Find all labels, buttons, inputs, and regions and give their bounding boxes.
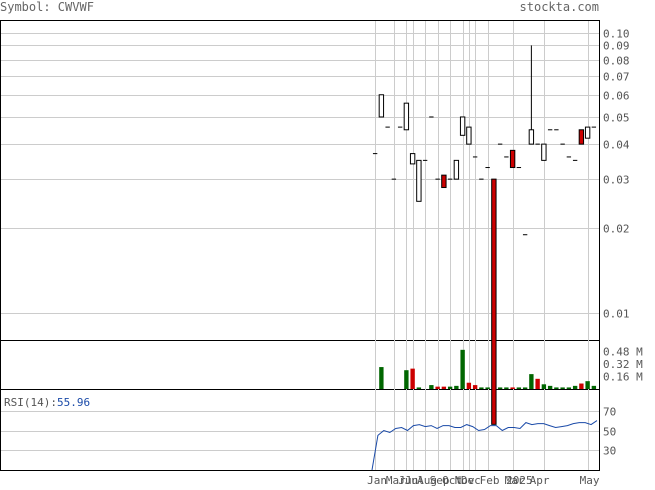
x-tick-label: Apr <box>530 474 550 486</box>
axis-tick-labels: 0.01 0.02 0.03 0.04 0.05 0.06 0.07 0.08 0.090.10… <box>367 28 643 488</box>
price-candles <box>372 45 597 425</box>
rsi-series <box>371 420 598 471</box>
volume-bar <box>479 387 484 389</box>
volume-bar <box>579 383 584 389</box>
volume-tick-label: 0.48 M <box>603 345 643 358</box>
candle-body <box>441 174 447 189</box>
rsi-tick-label: 30 <box>603 445 616 458</box>
volume-bar <box>554 387 559 389</box>
volume-bar <box>472 385 478 389</box>
volume-bar <box>410 368 415 389</box>
volume-bar <box>454 385 459 389</box>
volume-bar <box>591 385 597 389</box>
rsi-label: RSI(14):55.96 <box>4 396 90 409</box>
rsi-title: RSI(14): <box>4 396 57 409</box>
price-tick-label: 0.09 <box>603 40 630 53</box>
candle-body <box>541 143 547 161</box>
grid-lines <box>1 21 599 470</box>
rsi-current-value: 55.96 <box>57 396 90 409</box>
price-tick-label: 0.05 <box>603 112 630 125</box>
volume-bar <box>466 382 472 389</box>
x-tick-label: Mar <box>505 474 525 486</box>
price-tick-label: 0.10 <box>603 28 630 41</box>
rsi-panel <box>0 389 600 471</box>
candle-body <box>509 149 516 169</box>
x-tick-label: Feb 2025 <box>480 474 533 486</box>
candle-body <box>416 159 422 202</box>
x-tick-label: Jun <box>398 474 418 486</box>
x-tick-label: Mar <box>386 474 406 486</box>
volume-bar <box>566 387 572 389</box>
volume-bar <box>429 385 434 389</box>
volume-bar <box>416 387 422 389</box>
volume-bar <box>572 385 578 389</box>
volume-bar <box>522 387 528 389</box>
price-tick-label: 0.07 <box>603 71 630 84</box>
candle-body <box>378 94 385 118</box>
volume-bar <box>460 349 465 389</box>
volume-bar <box>504 387 509 389</box>
volume-bar <box>485 387 490 389</box>
price-panel <box>0 20 600 341</box>
x-tick-label: Dec <box>461 474 481 486</box>
volume-bar <box>585 381 590 389</box>
candle-body <box>578 129 585 145</box>
volume-bar <box>441 386 447 389</box>
rsi-tick-label: 50 <box>603 426 616 439</box>
rsi-tick-label: 70 <box>603 406 616 419</box>
candle-body <box>459 116 466 136</box>
volume-bar <box>547 385 553 389</box>
site-label: stockta.com <box>520 0 599 14</box>
candle-body <box>528 129 535 145</box>
volume-bar <box>541 384 547 389</box>
volume-bar <box>379 367 384 389</box>
price-tick-label: 0.04 <box>603 139 630 152</box>
volume-bar <box>404 370 409 389</box>
volume-bar <box>529 374 534 389</box>
x-tick-label: Oct <box>442 474 462 486</box>
volume-tick-label: 0.32 M <box>603 358 643 371</box>
volume-tick-label: 0.16 M <box>603 370 643 383</box>
candle-body <box>584 126 591 139</box>
price-tick-label: 0.06 <box>603 90 630 103</box>
price-tick-label: 0.01 <box>603 308 630 321</box>
candle-body <box>453 159 460 180</box>
volume-bar <box>497 387 503 389</box>
x-tick-label: Aug <box>417 474 437 486</box>
price-tick-label: 0.08 <box>603 55 630 68</box>
candle-body <box>491 178 497 425</box>
x-tick-label: Jul <box>405 474 425 486</box>
x-tick-label: May <box>580 474 600 486</box>
symbol-label: Symbol: CWVWF <box>0 0 94 14</box>
volume-bar <box>516 387 522 389</box>
x-tick-label: Sep <box>430 474 450 486</box>
volume-bar <box>435 386 440 389</box>
candle-body <box>466 126 472 145</box>
volume-bar <box>560 387 565 389</box>
volume-panel <box>0 340 600 390</box>
volume-bar <box>535 378 540 389</box>
volume-bar <box>447 386 453 389</box>
candle-body <box>409 153 416 165</box>
x-tick-label: Jan <box>367 474 387 486</box>
candle-body <box>403 102 410 131</box>
price-tick-label: 0.02 <box>603 223 630 236</box>
price-tick-label: 0.03 <box>603 174 630 187</box>
volume-bar <box>510 387 515 389</box>
volume-bars <box>379 349 597 389</box>
x-tick-label: Nov <box>455 474 475 486</box>
rsi-line <box>371 420 598 471</box>
